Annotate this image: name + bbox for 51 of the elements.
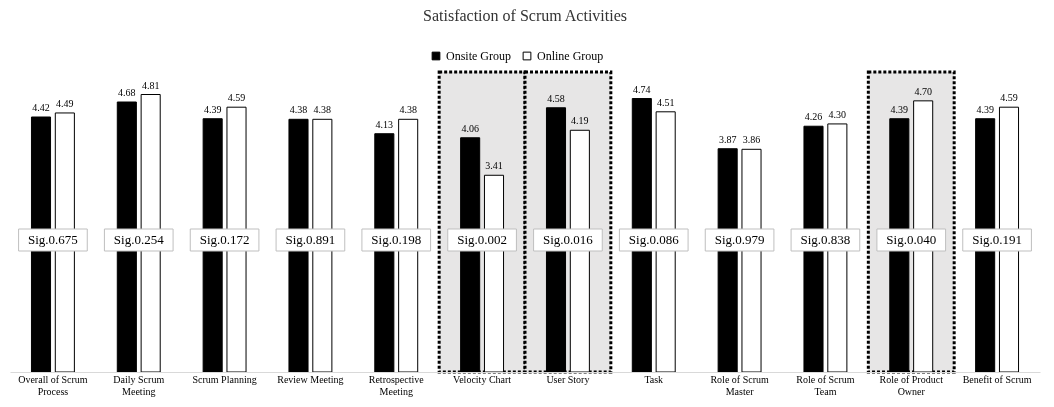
data-label: 4.42 xyxy=(32,102,50,113)
data-label: 4.39 xyxy=(203,103,222,115)
data-label: 3.87 xyxy=(718,133,737,145)
x-tick-label: Daily Scrum Meeting xyxy=(113,373,165,397)
data-label: 4.38 xyxy=(289,104,308,116)
data-label: 4.49 xyxy=(56,97,74,109)
annotation: Sig.0.191 xyxy=(972,232,1023,247)
annotation: Sig.0.002 xyxy=(457,232,508,247)
data-label: 4.59 xyxy=(1000,92,1018,104)
annotation: Sig.0.172 xyxy=(199,232,250,247)
data-label: 4.38 xyxy=(399,104,417,116)
data-label: 4.58 xyxy=(547,92,565,104)
x-tick-label: Task xyxy=(644,373,664,385)
annotation: Sig.0.979 xyxy=(714,232,765,247)
x-tick-label: Role of Scrum Master xyxy=(710,373,769,397)
annotation: Sig.0.891 xyxy=(285,232,336,247)
legend-label: Onsite Group xyxy=(446,49,511,63)
data-label: 4.38 xyxy=(313,104,332,116)
data-label: 4.39 xyxy=(890,103,909,115)
x-tick-label: Review Meeting xyxy=(277,373,344,385)
x-tick-label: Overall of Scrum Process xyxy=(18,373,88,397)
data-label: 4.81 xyxy=(141,79,160,91)
data-label: 4.06 xyxy=(461,122,479,134)
annotation: Sig.0.838 xyxy=(800,232,851,247)
annotation: Sig.0.040 xyxy=(886,232,937,247)
legend-label: Online Group xyxy=(537,49,604,63)
chart-title: Satisfaction of Scrum Activities xyxy=(423,7,627,24)
annotation: Sig.0.016 xyxy=(542,232,594,247)
annotation: Sig.0.254 xyxy=(113,232,165,247)
data-label: 4.68 xyxy=(118,87,136,98)
data-label: 3.86 xyxy=(742,134,761,146)
data-label: 4.19 xyxy=(571,115,589,127)
data-label: 4.13 xyxy=(375,118,394,130)
data-label: 4.74 xyxy=(633,83,651,95)
x-tick-label: Retrospective Meeting xyxy=(368,373,425,397)
x-tick-label: User Story xyxy=(546,373,590,385)
data-label: 3.41 xyxy=(485,160,503,172)
data-label: 4.59 xyxy=(227,92,246,104)
annotation: Sig.0.675 xyxy=(27,232,78,247)
annotation: Sig.0.086 xyxy=(628,232,680,247)
x-tick-label: Role of Product Owner xyxy=(879,373,944,397)
data-label: 4.30 xyxy=(828,108,847,120)
x-tick-label: Benefit of Scrum xyxy=(962,373,1032,385)
x-tick-label: Scrum Planning xyxy=(192,373,257,385)
data-label: 4.39 xyxy=(976,103,994,115)
x-tick-label: Velocity Chart xyxy=(453,373,512,385)
data-label: 4.70 xyxy=(914,85,932,97)
data-label: 4.51 xyxy=(656,96,675,108)
x-tick-label: Role of Scrum Team xyxy=(796,373,855,397)
annotation: Sig.0.198 xyxy=(371,232,422,247)
data-label: 4.26 xyxy=(804,111,823,123)
